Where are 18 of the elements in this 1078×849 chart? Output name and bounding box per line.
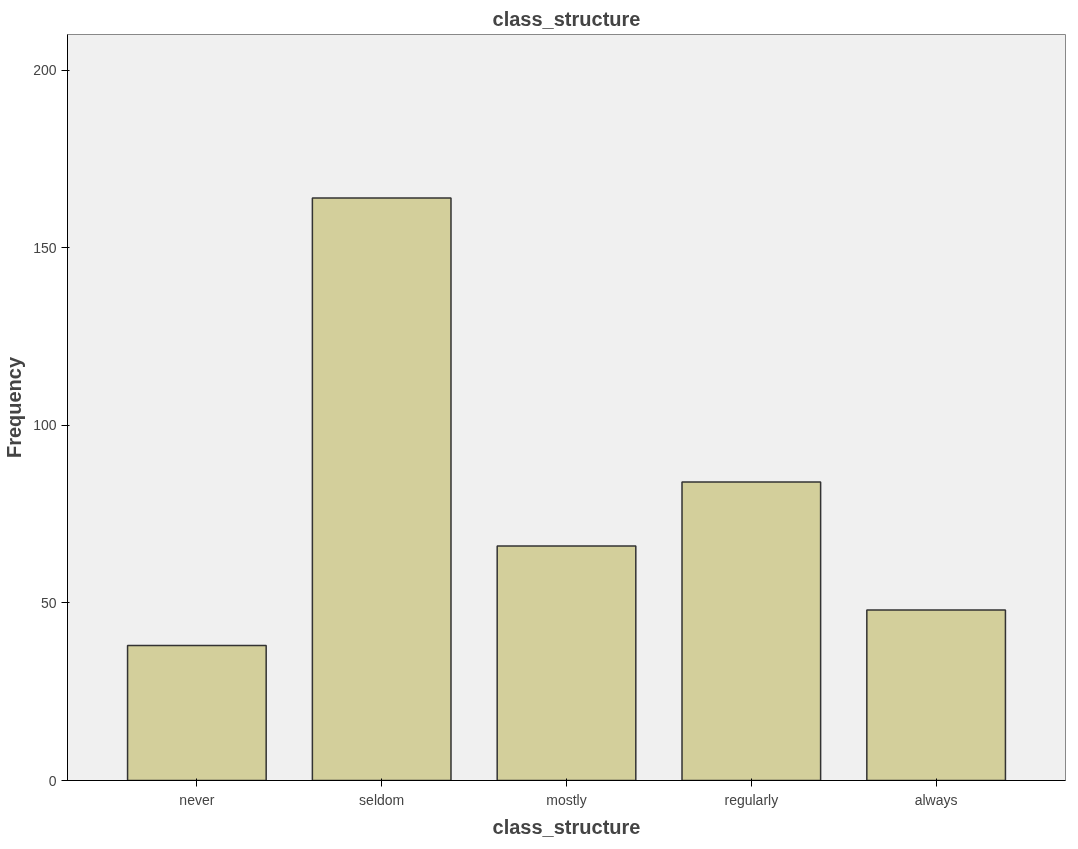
y-tick-label: 150 xyxy=(33,239,57,256)
y-axis-title: Frequency xyxy=(3,356,26,459)
chart-title: class_structure xyxy=(492,7,641,30)
y-tick-label: 200 xyxy=(33,62,57,79)
bar xyxy=(126,644,267,781)
x-axis-title: class_structure xyxy=(492,815,641,838)
x-tick-label: regularly xyxy=(724,791,779,808)
y-tick-label: 50 xyxy=(40,594,57,611)
x-tick-label: never xyxy=(179,791,215,808)
bar xyxy=(311,197,452,781)
bar xyxy=(681,481,822,781)
x-tick-label: seldom xyxy=(359,791,405,808)
x-tick-label: mostly xyxy=(546,791,587,808)
y-tick-label: 0 xyxy=(48,772,57,789)
bar xyxy=(496,545,637,781)
x-tick-label: always xyxy=(914,791,958,808)
y-tick-label: 100 xyxy=(33,417,57,434)
bar xyxy=(866,609,1007,781)
